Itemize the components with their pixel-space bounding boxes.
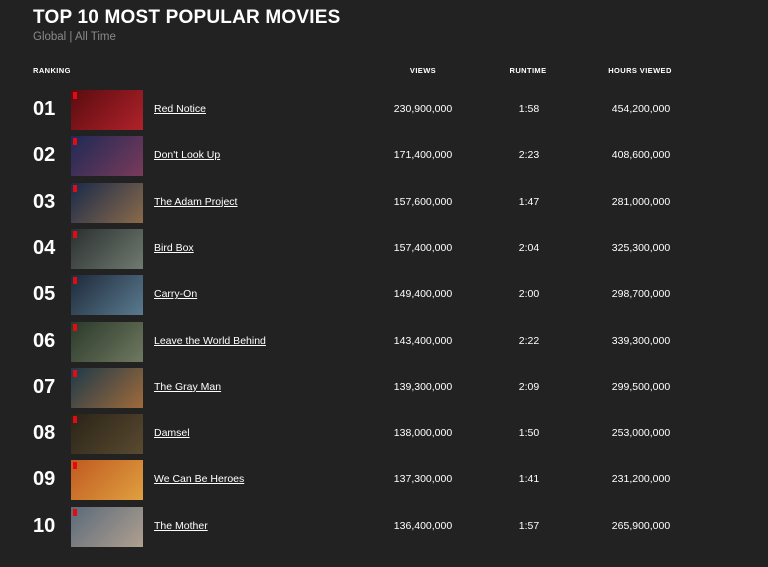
hours-viewed: 253,000,000 [611,427,671,440]
runtime: 1:41 [518,473,540,486]
netflix-logo [73,462,77,470]
views: 138,000,000 [393,427,453,440]
views: 136,400,000 [393,519,453,532]
runtime: 2:00 [518,288,540,301]
views: 139,300,000 [393,380,453,393]
rank-number: 10 [33,514,56,537]
runtime: 2:22 [518,334,540,347]
page-subtitle: Global | All Time [33,31,116,43]
movie-title-link[interactable]: Leave the World Behind [154,334,266,347]
movie-thumbnail[interactable] [71,228,143,269]
movie-title-link[interactable]: Red Notice [154,103,206,115]
movie-title-link[interactable]: We Can Be Heroes [154,473,245,486]
rank-number: 02 [33,144,56,167]
movie-thumbnail[interactable] [71,90,143,130]
movie-title-link[interactable]: The Gray Man [154,380,222,393]
hours-viewed: 325,300,000 [611,241,671,254]
movie-thumbnail[interactable] [71,136,143,177]
hours-viewed: 299,500,000 [611,380,671,393]
views: 137,300,000 [393,473,453,486]
rank-number: 07 [33,375,56,398]
runtime: 1:50 [518,427,540,440]
hours-viewed: 339,300,000 [611,334,671,347]
views: 157,400,000 [393,241,453,254]
rank-number: 01 [33,98,56,120]
movie-thumbnail[interactable] [71,275,143,316]
rank-number: 06 [33,329,56,352]
movie-title-link[interactable]: Bird Box [154,241,194,254]
hours-viewed: 298,700,000 [611,288,671,301]
views: 143,400,000 [393,334,453,347]
hours-viewed: 454,200,000 [611,103,671,115]
runtime: 2:23 [518,149,540,162]
views: 149,400,000 [393,288,453,301]
views: 171,400,000 [393,149,453,162]
movie-thumbnail[interactable] [71,506,143,547]
column-header: RANKING [33,66,71,75]
rank-number: 04 [33,236,56,259]
movie-title-link[interactable]: The Adam Project [154,195,238,208]
hours-viewed: 408,600,000 [611,149,671,162]
netflix-logo [73,369,77,377]
hours-viewed: 231,200,000 [611,473,671,486]
movie-title-link[interactable]: Don't Look Up [154,149,221,162]
movie-title-link[interactable]: Damsel [154,427,190,440]
movie-thumbnail[interactable] [71,321,143,362]
movie-thumbnail[interactable] [71,414,143,455]
hours-viewed: 281,000,000 [611,195,671,208]
views: 230,900,000 [393,103,453,115]
views: 157,600,000 [393,195,453,208]
netflix-logo [73,416,77,424]
column-header: HOURS VIEWED [608,66,672,75]
column-header: VIEWS [409,66,437,75]
rank-number: 05 [33,283,56,306]
netflix-logo [73,138,77,146]
netflix-logo [73,508,77,516]
movie-title-link[interactable]: The Mother [154,519,208,532]
runtime: 1:57 [518,519,540,532]
runtime: 1:58 [518,103,540,115]
rank-number: 08 [33,422,56,445]
movie-thumbnail[interactable] [71,367,143,408]
page-title: TOP 10 MOST POPULAR MOVIES [33,7,341,28]
netflix-logo [73,184,77,192]
runtime: 2:04 [518,241,540,254]
column-header: RUNTIME [509,66,547,75]
netflix-logo [73,323,77,331]
netflix-logo [73,277,77,285]
runtime: 2:09 [518,380,540,393]
netflix-logo [73,92,77,99]
runtime: 1:47 [518,195,540,208]
rank-number: 03 [33,190,56,213]
hours-viewed: 265,900,000 [611,519,671,532]
movie-thumbnail[interactable] [71,460,143,501]
movie-title-link[interactable]: Carry-On [154,288,198,301]
movie-thumbnail[interactable] [71,182,143,223]
netflix-logo [73,230,77,238]
rank-number: 09 [33,468,56,491]
